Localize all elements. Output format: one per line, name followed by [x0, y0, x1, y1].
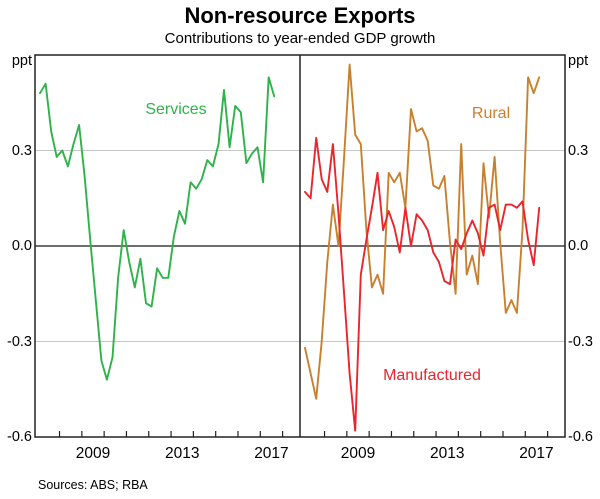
y-axis-label-right: -0.3 — [568, 333, 593, 350]
source-note: Sources: ABS; RBA — [38, 478, 148, 492]
series-label-manufactured: Manufactured — [383, 367, 481, 384]
chart-subtitle: Contributions to year-ended GDP growth — [164, 30, 436, 47]
y-axis-label-right: -0.6 — [568, 429, 593, 445]
y-axis-label-left: -0.3 — [7, 333, 32, 350]
chart-title: Non-resource Exports — [184, 3, 416, 28]
series-label-services: Services — [145, 101, 207, 118]
y-axis-label-right: 0.0 — [568, 238, 589, 254]
x-axis-year-label: 2009 — [75, 445, 111, 462]
series-line-manufactured — [304, 136, 541, 432]
series-label-rural: Rural — [471, 105, 511, 122]
y-axis-label-left: 0.0 — [11, 238, 32, 254]
x-axis-year-label: 2013 — [429, 445, 465, 462]
series-line-services — [39, 76, 276, 381]
y-axis-label-right: 0.3 — [568, 142, 589, 159]
y-axis-unit-left: ppt — [11, 53, 32, 69]
x-axis-year-label: 2017 — [519, 445, 554, 462]
x-axis-year-label: 2009 — [340, 445, 376, 462]
x-axis-year-label: 2013 — [164, 445, 200, 462]
series-line-rural — [304, 63, 541, 400]
y-axis-label-left: 0.3 — [11, 142, 32, 159]
y-axis-label-left: -0.6 — [7, 429, 32, 445]
x-axis-year-label: 2017 — [254, 445, 289, 462]
y-axis-unit-right: ppt — [568, 53, 589, 69]
